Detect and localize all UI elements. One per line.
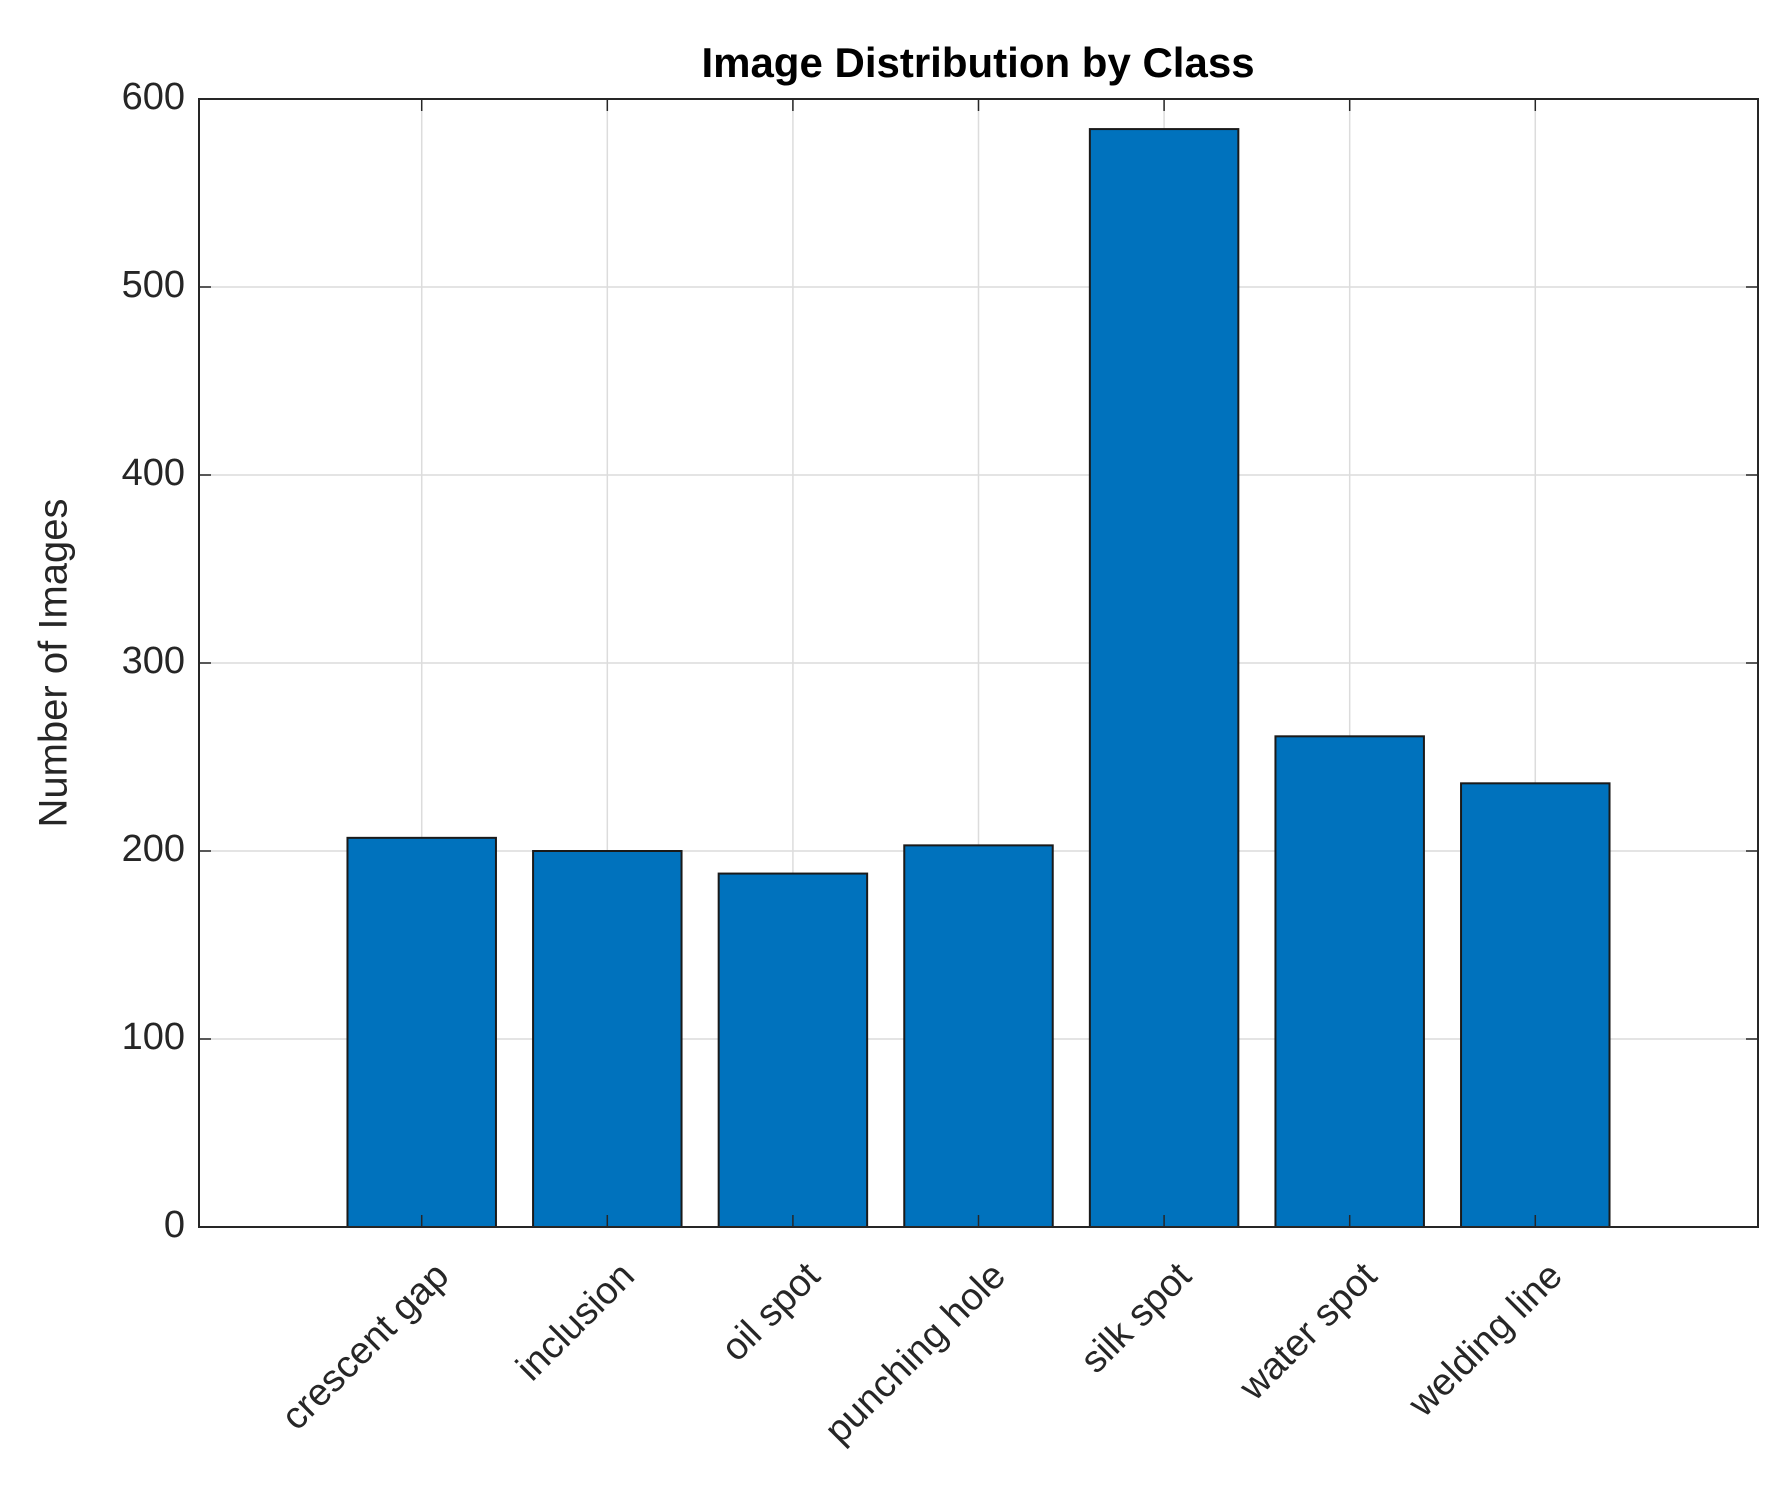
x-tick-label: inclusion <box>509 1255 643 1389</box>
x-tick-label: silk spot <box>1073 1254 1200 1381</box>
bar <box>346 836 497 1229</box>
chart-title: Image Distribution by Class <box>701 39 1254 86</box>
bar <box>1088 128 1240 1229</box>
x-tick-label: punching hole <box>817 1255 1014 1452</box>
bar <box>1460 782 1611 1228</box>
y-tick-label: 300 <box>122 640 185 682</box>
y-tick-label: 100 <box>122 1016 185 1058</box>
x-tick-label: oil spot <box>714 1254 829 1369</box>
x-tick-label: water spot <box>1231 1254 1386 1409</box>
y-axis-label: Number of Images <box>32 498 76 827</box>
y-tick-label: 500 <box>122 264 185 306</box>
x-tick-label: welding line <box>1400 1255 1571 1426</box>
y-tick-label: 0 <box>164 1204 185 1246</box>
bar <box>903 844 1054 1228</box>
plot-frame <box>198 98 1759 1228</box>
bar <box>1274 735 1425 1228</box>
bar <box>717 872 869 1228</box>
y-tick-label: 400 <box>122 452 185 494</box>
y-tick-label: 600 <box>122 76 185 118</box>
y-tick-label: 200 <box>122 828 185 870</box>
x-tick-label: crescent gap <box>274 1255 458 1439</box>
bar <box>532 850 683 1228</box>
